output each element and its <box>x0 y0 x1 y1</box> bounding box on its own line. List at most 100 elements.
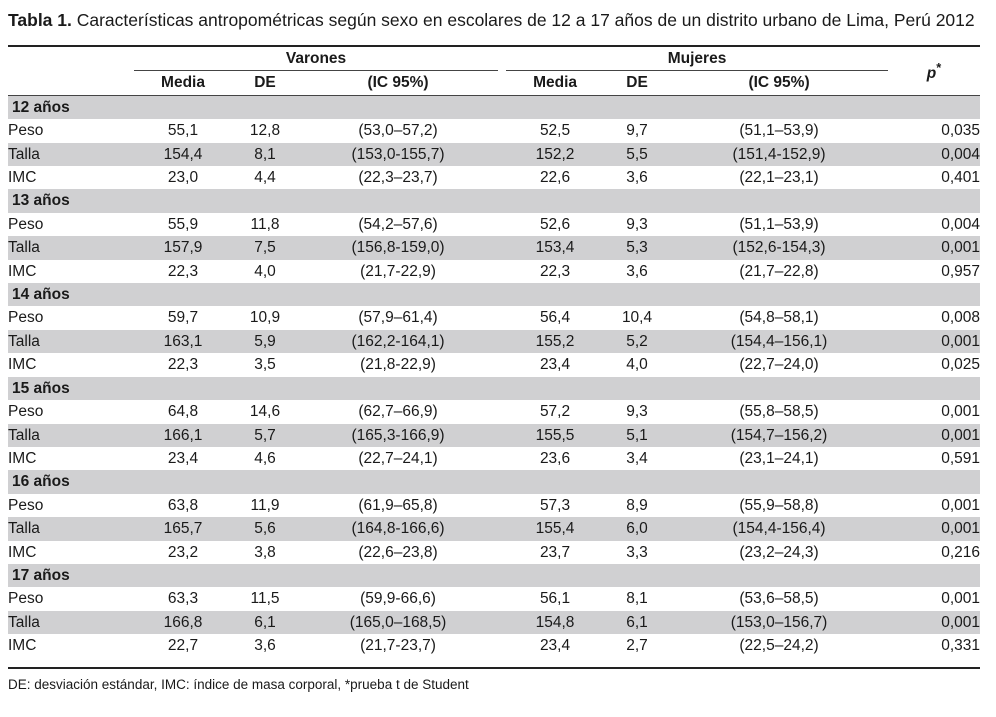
p-value-cell: 0,004 <box>941 215 981 233</box>
table-row: IMC 22,3 3,5 (21,8-22,9) 23,4 4,0 (22,7–24,0) 0… <box>8 353 980 376</box>
age-group-label: 12 años <box>8 95 981 120</box>
col-v-de: DE <box>232 70 298 96</box>
p-value-cell: 0,035 <box>941 122 981 140</box>
p-value-cell: 0,331 <box>941 637 981 655</box>
mujeres-ic-cell: (23,2–24,3) <box>739 543 819 561</box>
mujeres-ic-cell: (51,1–53,9) <box>739 215 819 233</box>
variable-cell: Peso <box>8 215 44 233</box>
spacer-cell <box>498 541 506 564</box>
p-value-cell: 0,401 <box>941 169 981 187</box>
varones-de-cell: 4,0 <box>254 262 276 280</box>
mujeres-de-cell: 3,3 <box>626 543 648 561</box>
mujeres-de-cell: 9,7 <box>626 122 648 140</box>
mujeres-ic-cell: (151,4-152,9) <box>670 142 889 167</box>
mujeres-ic-cell: (22,5–24,2) <box>739 637 819 655</box>
mujeres-ic-cell: (153,0–156,7) <box>670 610 889 635</box>
mujeres-ic-cell: (154,7–156,2) <box>670 423 889 447</box>
group-varones: Varones <box>134 47 499 72</box>
variable-cell: IMC <box>8 169 37 187</box>
age-group-label: 16 años <box>8 470 981 494</box>
col-v-media: Media <box>134 70 232 96</box>
variable-cell: IMC <box>8 543 37 561</box>
p-value-cell: 0,001 <box>941 403 981 421</box>
age-group-row: 16 años <box>8 470 981 494</box>
varones-media-cell: 22,3 <box>167 262 199 280</box>
varones-de-cell: 11,5 <box>250 590 280 608</box>
spacer-cell <box>498 517 507 541</box>
spacer-cell <box>498 634 506 657</box>
mujeres-de-cell: 5,5 <box>604 142 671 167</box>
mujeres-de-cell: 2,7 <box>626 637 648 655</box>
col-m-de: DE <box>604 70 671 96</box>
p-value-cell: 0,001 <box>888 423 981 447</box>
mujeres-media-cell: 52,6 <box>539 215 571 233</box>
mujeres-ic-cell: (22,1–23,1) <box>739 169 819 187</box>
mujeres-media-cell: 155,5 <box>506 423 605 447</box>
mujeres-ic-cell: (22,7–24,0) <box>739 356 819 374</box>
mujeres-media-cell: 23,7 <box>539 543 571 561</box>
p-value-cell: 0,001 <box>888 610 981 635</box>
mujeres-ic-cell: (51,1–53,9) <box>739 122 819 140</box>
varones-de-cell: 10,9 <box>249 309 281 327</box>
mujeres-de-cell: 3,4 <box>626 449 648 467</box>
mujeres-ic-cell: (54,8–58,1) <box>739 309 819 327</box>
age-group-row: 13 años <box>8 189 981 213</box>
p-value-cell: 0,001 <box>941 496 981 514</box>
varones-ic-cell: (21,7-23,7) <box>360 637 436 655</box>
mujeres-media-cell: 56,4 <box>539 309 571 327</box>
mujeres-ic-cell: (152,6-154,3) <box>670 236 889 260</box>
varones-media-cell: 157,9 <box>134 236 232 260</box>
mujeres-media-cell: 153,4 <box>506 236 605 260</box>
varones-ic-cell: (153,0-155,7) <box>298 142 499 167</box>
p-value-cell: 0,008 <box>941 309 981 327</box>
variable-cell: Peso <box>8 403 44 421</box>
spacer-cell <box>498 329 507 354</box>
variable-cell: Peso <box>8 122 44 140</box>
mujeres-media-cell: 23,4 <box>539 356 571 374</box>
varones-de-cell: 14,6 <box>249 403 281 421</box>
varones-media-cell: 165,7 <box>134 517 232 541</box>
mujeres-media-cell: 22,6 <box>539 169 571 187</box>
age-group-row: 12 años <box>8 95 981 120</box>
age-group-label: 14 años <box>8 283 981 307</box>
spacer-cell <box>498 423 507 447</box>
varones-de-cell: 11,9 <box>250 496 280 514</box>
p-suffix: * <box>936 60 942 76</box>
p-value-cell: 0,957 <box>941 262 981 280</box>
varones-ic-cell: (57,9–61,4) <box>358 309 438 327</box>
header-row-columns: Media DE (IC 95%) Media DE (IC 95%) <box>8 70 980 96</box>
variable-cell: Talla <box>8 142 134 167</box>
varones-media-cell: 55,9 <box>167 215 199 233</box>
mujeres-de-cell: 4,0 <box>626 356 648 374</box>
varones-de-cell: 3,8 <box>254 543 276 561</box>
age-group-label: 17 años <box>8 563 981 588</box>
varones-media-cell: 166,1 <box>134 423 232 447</box>
spacer-cell <box>498 447 506 470</box>
age-group-label: 15 años <box>8 376 981 401</box>
spacer-cell <box>498 142 507 167</box>
table-body: 12 años Peso 55,1 12,8 (53,0–57,2) 52,5 9,7 (51… <box>8 95 981 657</box>
mujeres-de-cell: 3,6 <box>626 169 648 187</box>
mujeres-de-cell: 6,0 <box>604 517 671 541</box>
varones-media-cell: 23,2 <box>167 543 199 561</box>
age-group-row: 15 años <box>8 376 981 401</box>
table-row: Peso 55,9 11,8 (54,2–57,6) 52,6 9,3 (51,1–53,9… <box>8 213 980 236</box>
varones-de-cell: 12,8 <box>249 122 281 140</box>
header-row-groups: Varones Mujeres p* <box>8 47 981 96</box>
p-value-cell: 0,216 <box>941 543 981 561</box>
spacer-cell <box>498 494 506 517</box>
varones-media-cell: 63,3 <box>167 590 199 608</box>
p-value-cell: 0,025 <box>941 356 981 374</box>
table-row: Peso 63,3 11,5 (59,9-66,6) 56,1 8,1 (53,6–58,5… <box>8 587 980 610</box>
varones-media-cell: 64,8 <box>167 403 199 421</box>
mujeres-media-cell: 23,4 <box>539 637 571 655</box>
varones-ic-cell: (59,9-66,6) <box>360 590 436 608</box>
table-footnote: DE: desviación estándar, IMC: índice de … <box>8 677 469 692</box>
col-m-ic: (IC 95%) <box>670 70 889 96</box>
variable-cell: Talla <box>8 329 134 354</box>
varones-de-cell: 5,9 <box>232 329 298 354</box>
variable-cell: IMC <box>8 356 37 374</box>
varones-de-cell: 6,1 <box>232 610 298 635</box>
varones-ic-cell: (61,9–65,8) <box>358 496 438 514</box>
